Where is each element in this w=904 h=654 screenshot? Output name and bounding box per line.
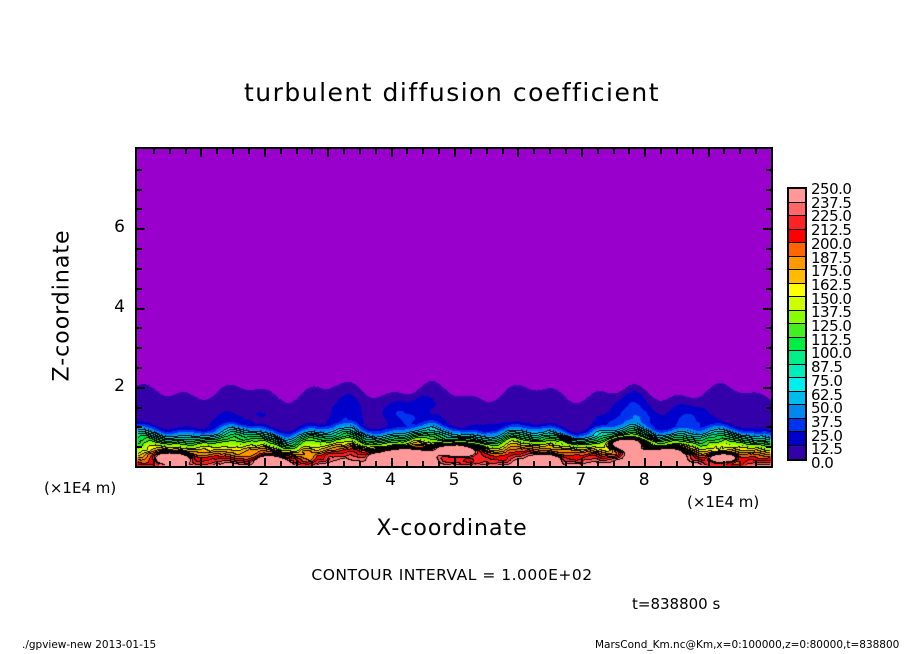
colorbar-tick-label: 25.0 xyxy=(811,426,843,445)
colorbar-tick-label: 75.0 xyxy=(811,371,843,390)
colorbar-band xyxy=(789,229,805,243)
colorbar-tick-label: 62.5 xyxy=(811,385,843,404)
colorbar-tick-label: 237.5 xyxy=(811,193,852,212)
footer-left: ./gpview-new 2013-01-15 xyxy=(22,639,157,651)
colorbar-band xyxy=(789,243,805,257)
contour-interval-caption: CONTOUR INTERVAL = 1.000E+02 xyxy=(311,566,593,584)
x-tick-label: 3 xyxy=(321,470,333,490)
x-tick-label: 1 xyxy=(194,470,206,490)
y-tick-label: 6 xyxy=(114,217,125,238)
x-tick-label: 7 xyxy=(575,470,587,490)
colorbar-tick-label: 162.5 xyxy=(811,275,852,294)
x-tick-label: 8 xyxy=(638,470,650,490)
colorbar-band xyxy=(789,418,805,432)
colorbar-band xyxy=(789,351,805,365)
colorbar-band xyxy=(789,445,805,459)
colorbar-tick-label: 12.5 xyxy=(811,440,843,459)
colorbar-tick-label: 150.0 xyxy=(811,289,852,308)
colorbar-band xyxy=(789,405,805,419)
colorbar-tick-label: 200.0 xyxy=(811,234,852,253)
colorbar-band xyxy=(789,216,805,230)
colorbar-tick-label: 37.5 xyxy=(811,412,843,431)
contour-field xyxy=(137,149,771,466)
colorbar-band xyxy=(789,432,805,446)
x-tick-label: 6 xyxy=(511,470,523,490)
x-axis-label: X-coordinate xyxy=(376,516,528,541)
colorbar-tick-label: 250.0 xyxy=(811,180,852,198)
y-tick-label: 4 xyxy=(114,296,125,317)
colorbar-band xyxy=(789,310,805,324)
time-caption: t=838800 s xyxy=(632,595,721,613)
x-tick-label: 5 xyxy=(448,470,460,490)
x-unit-right: (×1E4 m) xyxy=(687,493,760,511)
colorbar-tick-label: 87.5 xyxy=(811,358,843,377)
colorbar-tick-label: 112.5 xyxy=(811,330,852,349)
y-axis-label: Z-coordinate xyxy=(49,229,75,382)
footer-right: MarsCond_Km.nc@Km,x=0:100000,z=0:80000,t… xyxy=(595,639,900,651)
colorbar-band xyxy=(789,364,805,378)
colorbar-tick-label: 100.0 xyxy=(811,344,852,363)
colorbar-band xyxy=(789,378,805,392)
x-tick-label: 9 xyxy=(702,470,713,490)
y-tick-label: 2 xyxy=(114,375,125,396)
colorbar-tick-label: 125.0 xyxy=(811,317,852,335)
colorbar-tick-label: 175.0 xyxy=(811,262,852,281)
colorbar-band xyxy=(789,202,805,216)
colorbar-band xyxy=(789,189,805,203)
plot-area xyxy=(135,147,773,468)
x-unit-left: (×1E4 m) xyxy=(44,479,117,497)
page-title: turbulent diffusion coefficient xyxy=(243,78,661,107)
colorbar-tick-label: 212.5 xyxy=(811,221,852,240)
colorbar-band xyxy=(789,256,805,270)
colorbar-tick-label: 187.5 xyxy=(811,248,852,267)
colorbar-tick-label: 50.0 xyxy=(811,399,843,418)
x-tick-label: 4 xyxy=(385,470,396,490)
colorbar-tick-labels: 250.0 237.5 225.0 212.5 200.0 187.5 175.0 162.5… xyxy=(811,180,901,472)
colorbar-tick-label: 137.5 xyxy=(811,303,852,322)
colorbar-band xyxy=(789,391,805,405)
colorbar xyxy=(787,187,807,461)
colorbar-tick-label: 225.0 xyxy=(811,207,852,226)
colorbar-band xyxy=(789,337,805,351)
colorbar-band xyxy=(789,270,805,284)
colorbar-band xyxy=(789,297,805,311)
colorbar-tick-label: 0.0 xyxy=(811,454,834,472)
x-tick-label: 2 xyxy=(258,470,270,490)
colorbar-band xyxy=(789,283,805,297)
colorbar-band xyxy=(789,324,805,338)
